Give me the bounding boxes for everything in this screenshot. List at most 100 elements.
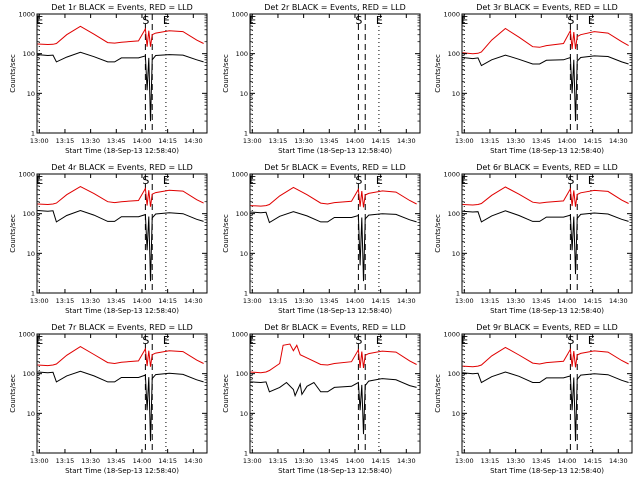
y-tick-label: 1 (244, 290, 248, 298)
x-tick-label: 14:15 (583, 297, 602, 305)
x-tick-label: 13:15 (56, 137, 75, 145)
marker-label: E (588, 14, 595, 27)
y-tick-label: 1 (456, 450, 460, 458)
lld-series-line (250, 186, 417, 208)
x-tick-label: 14:30 (609, 457, 628, 465)
y-tick-label: 100 (448, 50, 460, 58)
x-tick-label: 13:45 (532, 457, 551, 465)
y-tick-label: 1 (31, 290, 35, 298)
x-axis-label: Start Time (18-Sep-13 12:58:40) (490, 467, 604, 475)
marker-label: E (461, 174, 468, 187)
x-axis-label: Start Time (18-Sep-13 12:58:40) (278, 307, 392, 315)
x-tick-label: 14:30 (184, 457, 203, 465)
x-tick-label: 14:15 (158, 297, 177, 305)
x-tick-label: 13:45 (107, 137, 126, 145)
y-tick-label: 100 (236, 50, 248, 58)
x-tick-label: 13:00 (30, 457, 49, 465)
x-tick-label: 13:45 (320, 297, 339, 305)
x-tick-label: 13:00 (30, 137, 49, 145)
x-tick-label: 14:00 (346, 297, 365, 305)
y-tick-label: 10 (27, 90, 35, 98)
x-axis-label: Start Time (18-Sep-13 12:58:40) (65, 307, 179, 315)
lld-series-line (462, 346, 629, 368)
y-tick-label: 100 (236, 370, 248, 378)
panel: Det 4r BLACK = Events, RED = LLD E S E 13:00… (9, 163, 208, 315)
events-series-line (462, 54, 629, 122)
x-tick-label: 13:30 (506, 297, 525, 305)
events-series-line (37, 51, 204, 122)
panel-title: Det 9r BLACK = Events, RED = LLD (476, 323, 618, 332)
y-tick-label: 1000 (443, 171, 460, 179)
x-tick-label: 13:30 (81, 137, 100, 145)
marker-label: S (142, 174, 149, 187)
x-tick-label: 14:15 (158, 457, 177, 465)
marker-label: E (163, 334, 170, 347)
y-tick-label: 1 (456, 290, 460, 298)
plot-frame (249, 173, 421, 294)
x-tick-label: 13:00 (455, 457, 474, 465)
lld-series-line (250, 343, 417, 374)
panel: Det 5r BLACK = Events, RED = LLD E S E 13:00… (222, 163, 421, 315)
lld-series-line (37, 346, 204, 367)
marker-label: S (142, 14, 149, 27)
marker-label: E (588, 174, 595, 187)
panel: Det 2r BLACK = Events, RED = LLD E S E 13:00… (222, 3, 421, 155)
y-axis-label: Counts/sec (222, 374, 230, 413)
y-axis-label: Counts/sec (222, 214, 230, 253)
x-tick-label: 13:30 (294, 457, 313, 465)
y-tick-label: 100 (23, 210, 35, 218)
marker-label: E (163, 174, 170, 187)
x-axis-label: Start Time (18-Sep-13 12:58:40) (65, 147, 179, 155)
panel-title: Det 1r BLACK = Events, RED = LLD (51, 3, 193, 12)
events-series-line (37, 209, 204, 282)
y-tick-label: 1000 (18, 331, 35, 339)
y-tick-label: 1000 (231, 11, 248, 19)
plot-frame (36, 173, 208, 294)
x-tick-label: 13:30 (506, 137, 525, 145)
plot-frame (461, 13, 633, 134)
marker-label: E (36, 334, 43, 347)
marker-label: S (142, 334, 149, 347)
y-axis-label: Counts/sec (434, 214, 442, 253)
x-axis-label: Start Time (18-Sep-13 12:58:40) (490, 307, 604, 315)
y-tick-label: 1 (244, 450, 248, 458)
x-axis-label: Start Time (18-Sep-13 12:58:40) (278, 467, 392, 475)
y-tick-label: 10 (240, 250, 248, 258)
x-tick-label: 13:15 (269, 137, 288, 145)
panel-title: Det 8r BLACK = Events, RED = LLD (264, 323, 406, 332)
panel-title: Det 4r BLACK = Events, RED = LLD (51, 163, 193, 172)
x-tick-label: 14:30 (397, 457, 416, 465)
x-tick-label: 13:15 (56, 297, 75, 305)
x-tick-label: 14:00 (133, 297, 152, 305)
x-tick-label: 13:00 (243, 297, 262, 305)
y-tick-label: 10 (452, 90, 460, 98)
panel: Det 1r BLACK = Events, RED = LLD E S E 13:00… (9, 3, 208, 155)
x-tick-label: 14:00 (558, 297, 577, 305)
x-axis-label: Start Time (18-Sep-13 12:58:40) (65, 467, 179, 475)
panel: Det 7r BLACK = Events, RED = LLD E S E 13:00… (9, 323, 208, 475)
lld-series-line (37, 25, 204, 47)
x-tick-label: 14:30 (397, 137, 416, 145)
y-tick-label: 1000 (443, 11, 460, 19)
y-tick-label: 10 (452, 410, 460, 418)
y-tick-label: 10 (452, 250, 460, 258)
x-tick-label: 13:45 (320, 457, 339, 465)
y-tick-label: 100 (23, 370, 35, 378)
panel: Det 8r BLACK = Events, RED = LLD E S E 13:00… (222, 323, 421, 475)
y-tick-label: 1000 (231, 171, 248, 179)
x-tick-label: 14:00 (133, 137, 152, 145)
x-tick-label: 13:30 (294, 137, 313, 145)
x-tick-label: 13:15 (269, 297, 288, 305)
x-tick-label: 14:15 (371, 137, 390, 145)
x-tick-label: 14:30 (397, 297, 416, 305)
marker-label: E (36, 14, 43, 27)
y-axis-label: Counts/sec (434, 374, 442, 413)
x-tick-label: 14:15 (583, 137, 602, 145)
y-tick-label: 1 (31, 130, 35, 138)
x-tick-label: 13:30 (294, 297, 313, 305)
panel-title: Det 3r BLACK = Events, RED = LLD (476, 3, 618, 12)
x-tick-label: 14:00 (558, 137, 577, 145)
x-tick-label: 13:00 (243, 137, 262, 145)
lld-series-line (462, 27, 629, 55)
x-tick-label: 14:00 (346, 137, 365, 145)
